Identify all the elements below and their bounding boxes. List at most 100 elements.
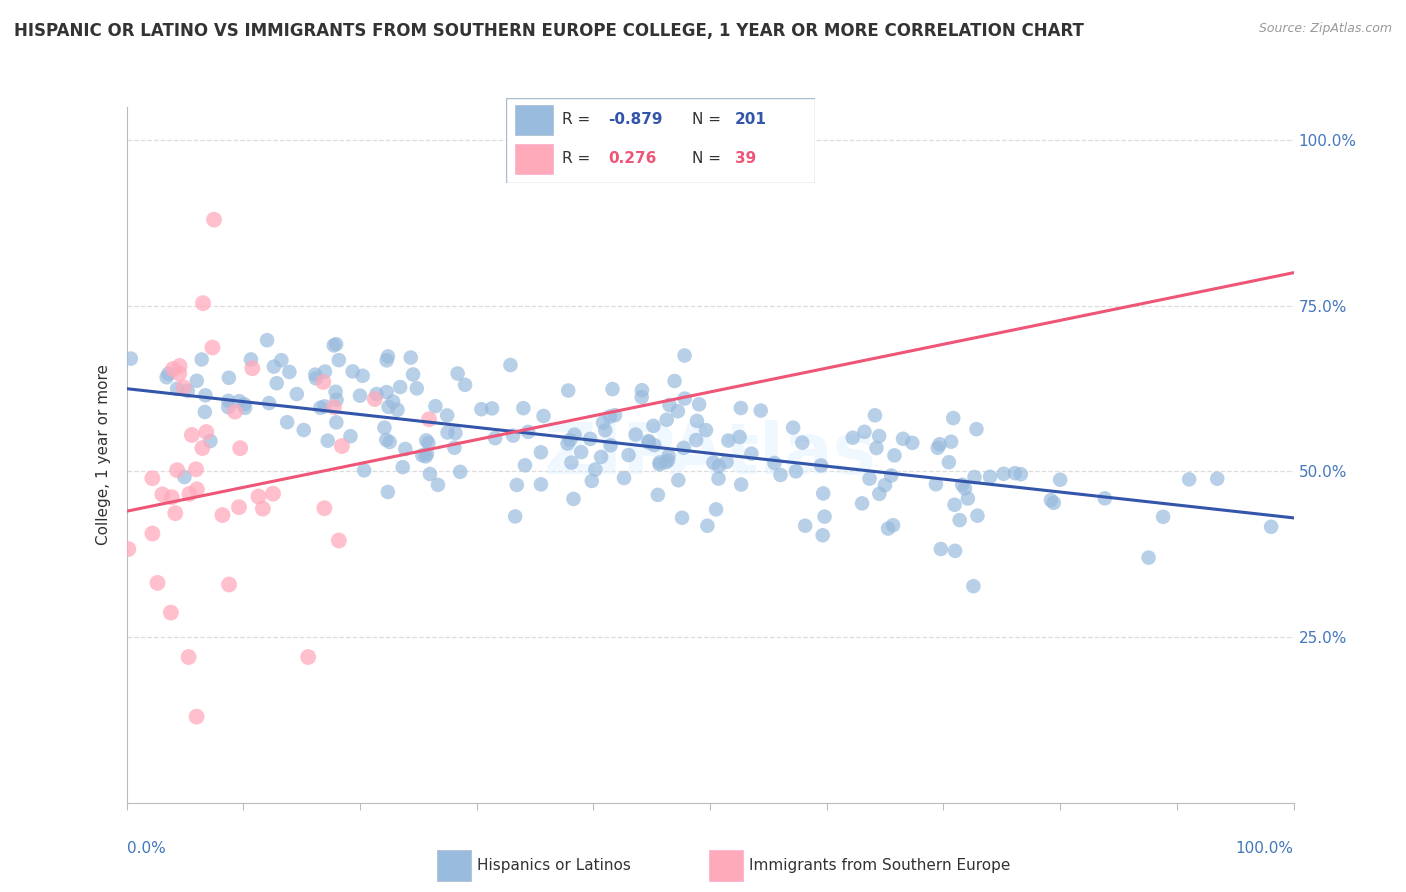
Text: Source: ZipAtlas.com: Source: ZipAtlas.com (1258, 22, 1392, 36)
Point (891, 432, 914, 446)
Point (256, 333, 278, 347)
Point (169, 359, 191, 373)
Point (499, 358, 522, 372)
Point (387, 402, 409, 417)
Text: ZIPAtlas: ZIPAtlas (544, 420, 876, 490)
Point (160, 490, 183, 504)
Point (405, 381, 427, 395)
Point (191, 296, 214, 310)
FancyBboxPatch shape (506, 98, 815, 183)
Point (443, 441, 465, 455)
Point (278, 365, 301, 379)
Point (942, 411, 965, 425)
Point (415, 434, 437, 448)
Point (648, 458, 671, 472)
Point (305, 371, 328, 385)
Point (863, 409, 886, 423)
Point (375, 385, 398, 400)
Point (328, 533, 350, 548)
Point (1152, 509, 1174, 524)
Point (672, 441, 695, 455)
Point (399, 351, 422, 365)
Point (375, 353, 398, 368)
Point (425, 399, 447, 413)
Point (696, 518, 718, 533)
Point (217, 393, 239, 408)
Point (979, 469, 1001, 483)
Point (157, 367, 180, 381)
Point (702, 456, 724, 470)
Point (1178, 472, 1201, 486)
Point (599, 409, 621, 424)
Point (325, 416, 347, 430)
Point (842, 431, 865, 445)
Point (901, 435, 924, 450)
Point (325, 392, 347, 407)
Point (503, 509, 526, 524)
Point (239, 352, 262, 367)
Point (270, 353, 292, 368)
Point (470, 402, 492, 417)
Point (851, 496, 873, 510)
Point (186, 374, 208, 388)
Point (191, 441, 214, 455)
Point (749, 403, 772, 417)
Point (707, 458, 730, 473)
Text: N =: N = (692, 152, 721, 166)
Point (873, 478, 896, 492)
Point (1004, 466, 1026, 480)
Bar (516, 105, 553, 136)
Point (419, 467, 441, 481)
Point (695, 423, 717, 437)
Point (581, 474, 603, 488)
Text: 0.276: 0.276 (609, 152, 657, 166)
Point (316, 434, 339, 448)
Point (569, 445, 592, 459)
Point (146, 575, 169, 590)
Point (177, 384, 200, 398)
Point (853, 425, 876, 439)
Point (943, 498, 966, 512)
Point (1206, 472, 1229, 486)
Point (717, 434, 740, 448)
Point (685, 433, 707, 447)
Point (263, 359, 285, 374)
Point (173, 470, 195, 484)
Point (202, 212, 225, 227)
Point (297, 650, 319, 665)
Point (156, 370, 179, 384)
Point (304, 368, 326, 382)
Point (865, 441, 887, 455)
Point (953, 482, 976, 496)
Point (966, 508, 988, 523)
Point (179, 487, 201, 501)
Point (963, 470, 986, 484)
Point (314, 365, 336, 379)
Bar (709, 849, 744, 881)
Point (426, 478, 449, 492)
Point (165, 506, 187, 520)
Point (252, 501, 274, 516)
Point (446, 367, 468, 381)
Point (449, 465, 471, 479)
Point (956, 491, 979, 506)
Point (166, 463, 188, 477)
Point (200, 434, 222, 448)
Point (375, 433, 398, 447)
Point (1094, 491, 1116, 506)
Point (686, 414, 709, 428)
Point (342, 364, 364, 378)
Point (186, 483, 208, 497)
Point (583, 462, 606, 476)
Point (262, 486, 284, 500)
Point (728, 430, 751, 444)
Point (1049, 473, 1071, 487)
Point (330, 439, 353, 453)
Point (309, 401, 332, 415)
Point (883, 449, 905, 463)
Point (502, 428, 524, 442)
Point (166, 382, 188, 396)
Point (416, 447, 439, 461)
Point (637, 434, 659, 448)
Point (928, 437, 950, 451)
